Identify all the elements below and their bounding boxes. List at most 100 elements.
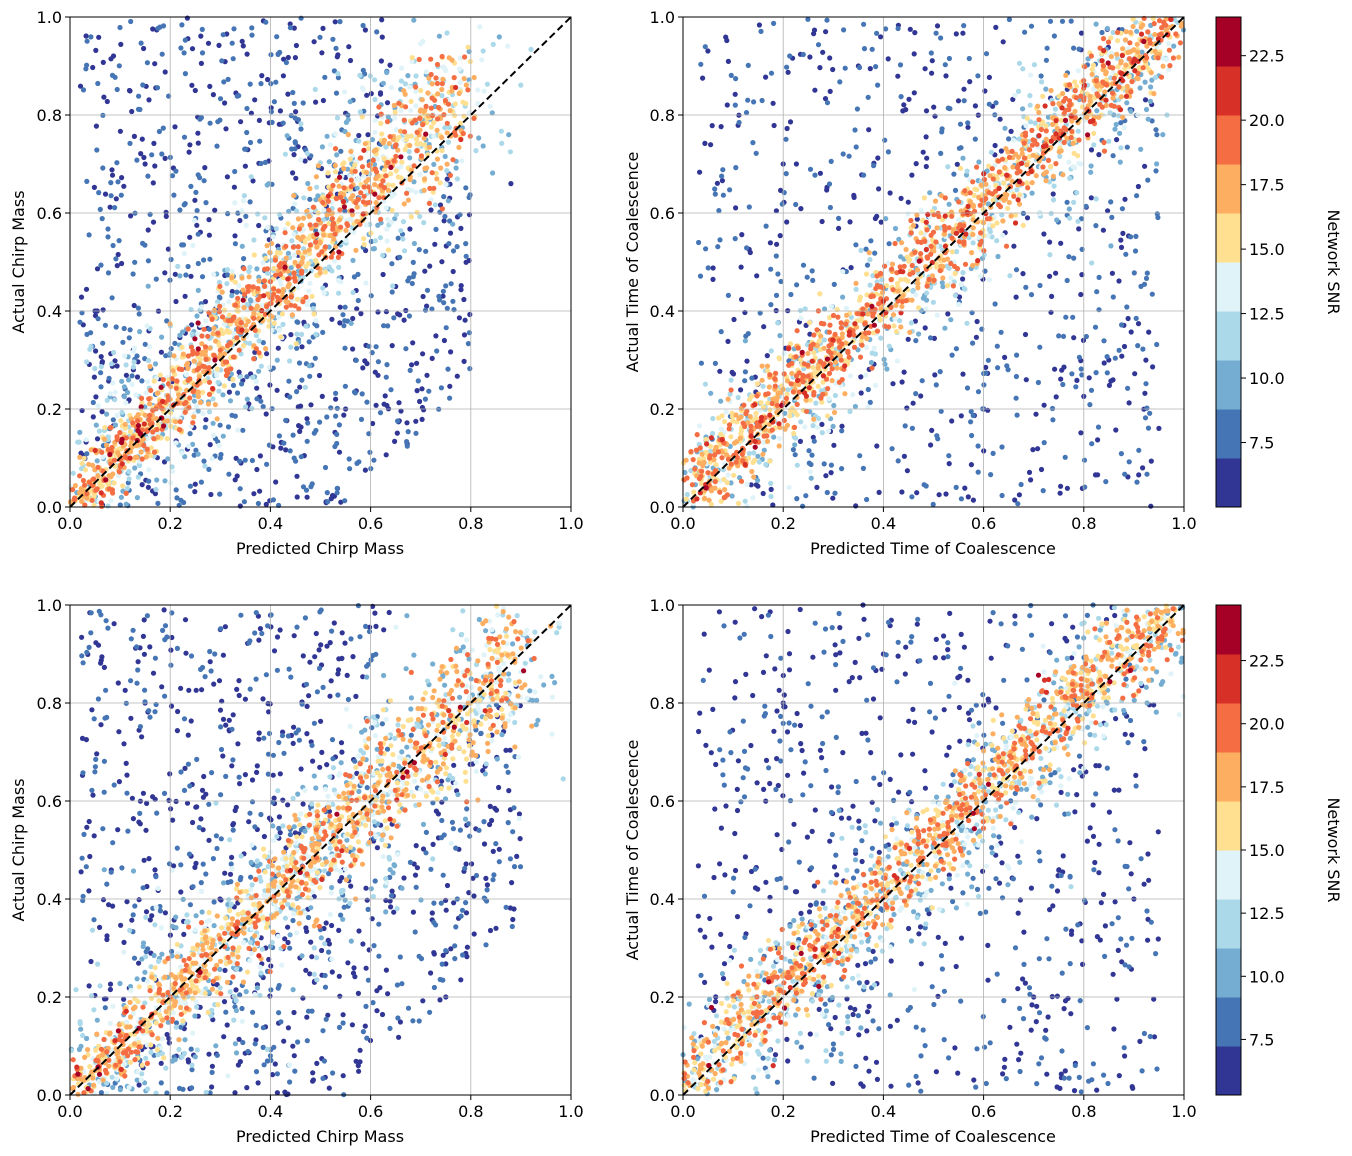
scatter-point xyxy=(413,84,419,90)
scatter-point xyxy=(905,336,911,342)
scatter-point xyxy=(444,305,450,311)
scatter-point xyxy=(243,328,250,334)
scatter-point xyxy=(237,374,244,380)
scatter-point xyxy=(237,486,243,492)
scatter-point xyxy=(807,166,814,172)
scatter-point xyxy=(787,53,793,59)
scatter-point xyxy=(1015,501,1021,507)
scatter-point xyxy=(295,216,301,222)
scatter-point xyxy=(734,439,740,445)
scatter-point xyxy=(718,124,724,130)
scatter-point xyxy=(147,211,153,217)
scatter-point xyxy=(975,389,982,395)
scatter-point xyxy=(244,374,250,380)
scatter-point xyxy=(402,91,408,97)
scatter-point xyxy=(100,59,106,65)
scatter-point xyxy=(360,199,366,205)
scatter-point xyxy=(98,354,104,360)
scatter-point xyxy=(1140,346,1146,352)
scatter-point xyxy=(1118,237,1124,243)
scatter-point xyxy=(130,271,136,277)
scatter-point xyxy=(337,207,343,213)
scatter-point xyxy=(126,335,132,341)
scatter-point xyxy=(118,41,124,48)
scatter-point xyxy=(117,430,123,436)
scatter-point xyxy=(319,249,325,255)
scatter-point xyxy=(426,200,432,206)
scatter-point xyxy=(788,291,794,298)
scatter-point xyxy=(227,398,234,404)
scatter-point xyxy=(117,24,123,31)
scatter-point xyxy=(287,394,293,400)
scatter-point xyxy=(802,424,808,430)
scatter-point xyxy=(403,346,409,352)
scatter-point xyxy=(146,478,152,484)
scatter-point xyxy=(781,350,787,357)
scatter-point xyxy=(317,240,323,246)
scatter-point xyxy=(300,484,307,490)
scatter-point xyxy=(84,359,90,365)
scatter-point xyxy=(439,259,445,265)
scatter-point xyxy=(940,275,946,281)
scatter-point xyxy=(95,473,101,479)
scatter-point xyxy=(354,306,360,312)
scatter-point xyxy=(247,139,254,146)
scatter-point xyxy=(946,55,953,62)
scatter-point xyxy=(214,372,220,379)
scatter-point xyxy=(852,127,858,133)
scatter-point xyxy=(1018,481,1024,488)
scatter-point xyxy=(145,173,151,179)
scatter-point xyxy=(155,390,161,396)
scatter-point xyxy=(165,456,171,462)
scatter-point xyxy=(354,185,360,191)
scatter-point xyxy=(767,240,774,246)
scatter-point xyxy=(91,374,97,380)
scatter-point xyxy=(1135,183,1141,190)
scatter-point xyxy=(1107,110,1113,116)
scatter-point xyxy=(409,280,415,287)
scatter-point xyxy=(216,309,223,315)
scatter-point xyxy=(1136,447,1142,453)
scatter-point xyxy=(206,232,212,238)
scatter-point xyxy=(433,75,439,81)
scatter-point xyxy=(186,149,192,155)
scatter-point xyxy=(233,455,239,461)
scatter-point xyxy=(95,464,101,470)
scatter-point xyxy=(773,292,780,298)
scatter-point xyxy=(701,459,707,466)
scatter-point xyxy=(275,314,282,320)
scatter-point xyxy=(348,184,354,190)
scatter-point xyxy=(292,139,298,145)
scatter-point xyxy=(777,333,783,339)
scatter-point xyxy=(134,157,140,163)
scatter-point xyxy=(409,362,415,368)
scatter-point xyxy=(768,348,774,354)
scatter-point xyxy=(266,364,272,370)
scatter-point xyxy=(125,389,131,396)
scatter-point xyxy=(256,278,262,284)
scatter-point xyxy=(1099,29,1105,36)
scatter-point xyxy=(764,363,771,369)
scatter-point xyxy=(173,298,179,305)
scatter-point xyxy=(372,117,378,123)
scatter-point xyxy=(334,115,341,121)
scatter-point xyxy=(800,503,806,509)
scatter-point xyxy=(1043,178,1049,184)
scatter-point xyxy=(924,283,930,289)
scatter-point xyxy=(129,108,135,115)
scatter-point xyxy=(192,197,198,203)
scatter-point xyxy=(1108,54,1114,60)
scatter-point xyxy=(970,340,976,346)
scatter-point xyxy=(422,176,428,182)
scatter-point xyxy=(871,345,877,351)
scatter-point xyxy=(300,100,306,106)
scatter-point xyxy=(307,222,313,228)
scatter-point xyxy=(946,201,952,207)
scatter-point xyxy=(147,344,153,350)
scatter-point xyxy=(1088,387,1095,393)
scatter-point xyxy=(269,240,275,247)
scatter-point xyxy=(108,193,114,199)
scatter-point xyxy=(334,152,340,158)
scatter-point xyxy=(234,390,241,396)
scatter-point xyxy=(1063,72,1069,78)
